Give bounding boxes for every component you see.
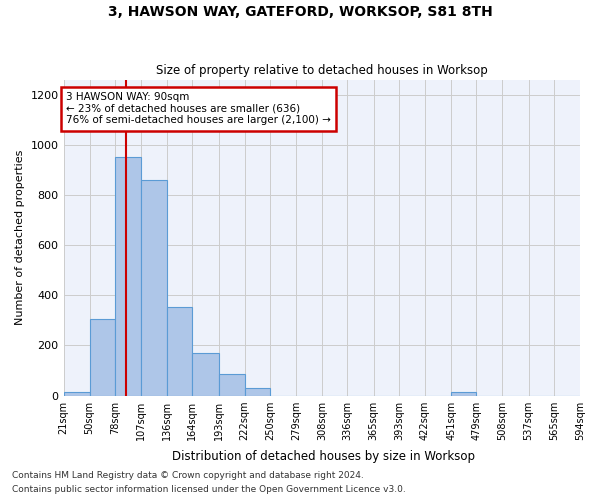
Text: 3 HAWSON WAY: 90sqm
← 23% of detached houses are smaller (636)
76% of semi-detac: 3 HAWSON WAY: 90sqm ← 23% of detached ho… bbox=[66, 92, 331, 126]
Bar bbox=[141, 180, 167, 396]
Bar bbox=[193, 353, 218, 396]
Bar bbox=[167, 306, 193, 396]
Bar bbox=[89, 319, 115, 396]
Text: 3, HAWSON WAY, GATEFORD, WORKSOP, S81 8TH: 3, HAWSON WAY, GATEFORD, WORKSOP, S81 8T… bbox=[107, 5, 493, 19]
Y-axis label: Number of detached properties: Number of detached properties bbox=[15, 150, 25, 326]
Bar bbox=[451, 392, 476, 396]
Bar bbox=[245, 388, 270, 396]
Text: Contains HM Land Registry data © Crown copyright and database right 2024.: Contains HM Land Registry data © Crown c… bbox=[12, 470, 364, 480]
Bar bbox=[115, 158, 141, 396]
Text: Contains public sector information licensed under the Open Government Licence v3: Contains public sector information licen… bbox=[12, 486, 406, 494]
Title: Size of property relative to detached houses in Worksop: Size of property relative to detached ho… bbox=[156, 64, 488, 77]
Text: Distribution of detached houses by size in Worksop: Distribution of detached houses by size … bbox=[173, 450, 476, 463]
Bar bbox=[64, 392, 89, 396]
Bar bbox=[218, 374, 245, 396]
